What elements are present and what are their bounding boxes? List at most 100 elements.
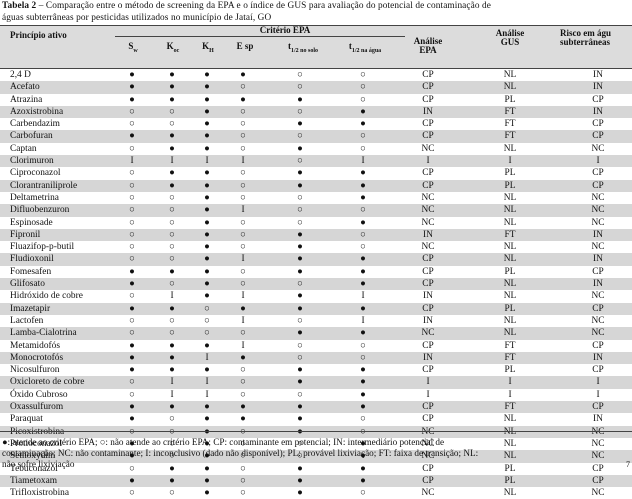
crit-esp: ○ bbox=[240, 180, 246, 191]
analise-gus-value: PL bbox=[504, 94, 516, 105]
row-principio-ativo: Atrazina bbox=[10, 94, 43, 105]
analise-gus-value: NL bbox=[503, 143, 517, 154]
crit-kh: ● bbox=[204, 402, 210, 413]
risco-value: NC bbox=[591, 438, 605, 449]
crit-t-agua: ○ bbox=[360, 131, 366, 142]
crit-koc: ● bbox=[169, 70, 175, 80]
table-row: Espinosade ○ ○ ● ○ ○ ● NC NL NC bbox=[0, 217, 632, 229]
analise-gus-value: I bbox=[508, 156, 512, 167]
table-row: Hidróxido de cobre ○ I ● I ● I IN NL NC bbox=[0, 290, 632, 302]
crit-t-solo: ○ bbox=[297, 106, 303, 117]
crit-t-solo: ● bbox=[297, 242, 303, 253]
table-row: Lamba-Cialotrina ○ ○ ○ ○ ● ● NC NL NC bbox=[0, 327, 632, 340]
crit-t-agua: ○ bbox=[360, 205, 366, 216]
crit-kh: ● bbox=[204, 119, 210, 130]
risco-value: NC bbox=[591, 315, 605, 326]
crit-esp: ○ bbox=[240, 217, 246, 228]
analise-epa-value: NC bbox=[421, 205, 435, 216]
analise-epa-value: CP bbox=[422, 303, 434, 314]
crit-koc: ● bbox=[169, 340, 175, 351]
crit-koc: ● bbox=[169, 365, 175, 376]
analise-gus-value: NL bbox=[503, 438, 517, 449]
crit-sw: ○ bbox=[129, 205, 135, 216]
row-principio-ativo: Clorantraniliprole bbox=[10, 180, 78, 191]
crit-t-agua: ● bbox=[360, 254, 366, 265]
crit-t-solo: ● bbox=[297, 365, 303, 376]
crit-kh: ● bbox=[204, 217, 210, 228]
table-row: Difluobenzuron ○ ○ ● I ○ ○ NC NL NC bbox=[0, 204, 632, 217]
table-body: 2,4 D ● ● ● ● ○ ○ CP NL IN Acefato ● ● ● ○ ○ ○ CP NL IN Atra… bbox=[0, 69, 632, 499]
crit-sw: ● bbox=[129, 352, 135, 363]
analise-epa-value: NC bbox=[421, 217, 435, 228]
header-t-agua: t1/2 na água bbox=[348, 41, 382, 54]
row-principio-ativo: Paraquat bbox=[10, 414, 43, 425]
crit-kh: ● bbox=[204, 488, 210, 499]
crit-kh: ● bbox=[204, 291, 210, 302]
crit-esp: ○ bbox=[240, 365, 246, 376]
table-row: Carbendazim ○ ○ ● ○ ● ● CP FT CP bbox=[0, 118, 632, 130]
crit-t-agua: ● bbox=[360, 217, 366, 228]
crit-koc: ● bbox=[169, 131, 175, 142]
crit-sw: ● bbox=[129, 414, 135, 425]
analise-epa-value: I bbox=[426, 389, 430, 400]
crit-esp: ● bbox=[240, 70, 246, 80]
crit-esp: ● bbox=[240, 94, 246, 105]
crit-sw: ● bbox=[129, 279, 135, 290]
crit-kh: I bbox=[205, 352, 209, 363]
row-principio-ativo: Fomesafen bbox=[10, 266, 52, 277]
risco-value: NC bbox=[591, 205, 605, 216]
crit-t-solo: ○ bbox=[297, 279, 303, 290]
crit-esp: ○ bbox=[240, 168, 246, 179]
crit-sw: ○ bbox=[129, 168, 135, 179]
crit-t-agua: ● bbox=[360, 463, 366, 474]
risco-value: NC bbox=[591, 488, 605, 499]
analise-gus-value: PL bbox=[504, 303, 516, 314]
analise-epa-value: CP bbox=[422, 414, 434, 425]
analise-epa-value: CP bbox=[422, 180, 434, 191]
row-principio-ativo: Óxido Cubroso bbox=[10, 389, 68, 400]
table-row: Clorimuron I I I I ○ I I I I bbox=[0, 155, 632, 168]
crit-t-agua: ● bbox=[360, 328, 366, 339]
analise-gus-value: NL bbox=[503, 328, 517, 339]
caption-line2: águas subterrâneas por pesticidas utiliz… bbox=[2, 12, 272, 23]
table-row: Trifloxistrobina ○ ○ ● ○ ● ○ NC NL NC bbox=[0, 487, 632, 499]
crit-t-solo: ● bbox=[297, 328, 303, 339]
table-row: Ciproconazol ○ ● ● ○ ● ● CP PL CP bbox=[0, 167, 632, 179]
crit-koc: ● bbox=[169, 143, 175, 154]
row-principio-ativo: Tebuconazol bbox=[10, 463, 58, 474]
header-bottom-rule bbox=[0, 68, 632, 69]
crit-t-solo: ● bbox=[297, 119, 303, 130]
crit-t-solo: ● bbox=[297, 414, 303, 425]
risco-value: IN bbox=[593, 106, 603, 117]
crit-koc: ○ bbox=[169, 242, 175, 253]
crit-koc: ○ bbox=[169, 328, 175, 339]
analise-epa-value: CP bbox=[422, 254, 434, 265]
crit-kh: ● bbox=[204, 279, 210, 290]
crit-koc: ● bbox=[169, 352, 175, 363]
crit-kh: ● bbox=[204, 143, 210, 154]
crit-t-solo: ○ bbox=[297, 192, 303, 203]
row-principio-ativo: Fluazifop-p-butil bbox=[10, 242, 75, 253]
header-esp: E sp bbox=[236, 41, 254, 51]
crit-t-solo: ○ bbox=[297, 70, 303, 80]
crit-t-solo: ○ bbox=[297, 340, 303, 351]
crit-sw: ● bbox=[129, 70, 135, 80]
risco-value: NC bbox=[591, 451, 605, 462]
header-risco: Risco em águ subterrâneas bbox=[560, 28, 611, 47]
analise-epa-value: CP bbox=[422, 70, 434, 80]
crit-t-solo: ● bbox=[297, 143, 303, 154]
crit-sw: ○ bbox=[129, 217, 135, 228]
crit-t-solo: ○ bbox=[297, 131, 303, 142]
table-footnote: ●: atende ao critério EPA; ○: não atende… bbox=[2, 437, 632, 469]
crit-sw: ○ bbox=[129, 119, 135, 130]
table-row: Lactofen ○ ○ ○ I ○ I IN NL NC bbox=[0, 315, 632, 327]
crit-koc: ● bbox=[169, 94, 175, 105]
table-row: Protioconazol ● ○ ● ○ ○ ● NC NL NC bbox=[0, 438, 632, 450]
crit-sw: ● bbox=[129, 475, 135, 486]
risco-value: IN bbox=[593, 254, 603, 265]
table-row: Fluazifop-p-butil ○ ○ ● ○ ● ○ NC NL NC bbox=[0, 241, 632, 253]
risco-value: CP bbox=[592, 475, 604, 486]
row-principio-ativo: Monocrotofós bbox=[10, 352, 64, 363]
analise-gus-value: NL bbox=[503, 217, 517, 228]
